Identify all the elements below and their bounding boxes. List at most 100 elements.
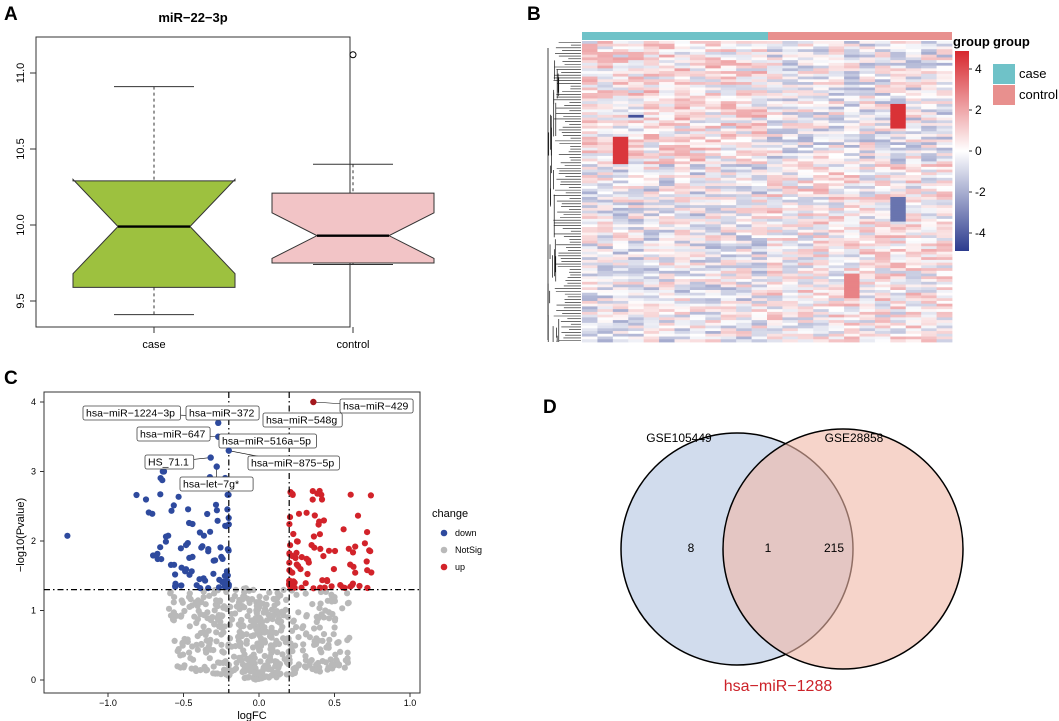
heatmap-cell [859,333,876,337]
point-notsig [263,594,270,602]
heatmap-cell [936,65,953,69]
heatmap-cell [890,240,907,244]
heatmap-cell [859,191,876,195]
point-notsig [218,641,225,648]
point-notsig [273,629,280,637]
heatmap-cell [874,153,891,157]
heatmap-cell [674,90,691,94]
heatmap-cell [782,300,799,305]
heatmap-cell [936,273,953,277]
heatmap-cell [874,284,891,288]
heatmap-cell [813,87,830,91]
point-notsig [226,621,233,629]
heatmap-cell [736,317,752,321]
heatmap-cell [767,172,783,176]
heatmap-color-scale [955,51,969,251]
heatmap-cell [612,238,629,242]
point-notsig [256,593,263,600]
heatmap-cell [921,73,937,77]
heatmap-cell [813,62,830,67]
heatmap-cell [767,273,783,277]
heatmap-cell [797,117,814,121]
heatmap-cell [720,41,737,45]
heatmap-cell [736,65,752,69]
point-notsig [325,609,332,616]
heatmap-cell [751,131,768,135]
y-tick-label: 10.5 [15,138,27,159]
heatmap-cell [720,229,737,233]
heatmap-cell [659,101,675,105]
heatmap-cell [582,221,598,225]
heatmap-cell [643,314,660,318]
heatmap-cell [674,136,691,140]
heatmap-cell [844,120,860,124]
point-down [212,501,220,508]
heatmap-cell [936,62,953,67]
heatmap-cell [921,161,937,165]
point-down [218,553,225,561]
heatmap-cell [705,112,722,116]
heatmap-cell [844,101,860,105]
point-down [223,523,230,530]
point-notsig [319,658,326,665]
heatmap-cell [859,153,876,157]
heatmap-cell [921,333,937,337]
heatmap-cell [905,232,922,236]
heatmap-cell [859,298,876,302]
heatmap-cell [813,41,830,45]
heatmap-cell [767,300,783,305]
heatmap-cell [751,164,768,168]
heatmap-cell [751,150,768,154]
heatmap-cell [921,65,937,69]
heatmap-cell [628,199,645,203]
heatmap-cell [828,273,845,277]
heatmap-cell [859,311,876,316]
heatmap-cell [767,92,783,97]
heatmap-cell [705,191,722,195]
heatmap-cell [643,229,660,233]
heatmap-cell [628,254,645,258]
heatmap-cell [705,65,722,69]
heatmap-cell [643,62,660,67]
heatmap-cell [689,106,706,110]
heatmap-cell [705,90,722,94]
heatmap-cell [905,183,922,187]
heatmap-cell [905,131,922,135]
point-notsig [333,656,340,664]
heatmap-cell [689,128,706,132]
heatmap-cell [859,134,876,138]
point-notsig [259,623,266,630]
heatmap-cell [736,125,752,129]
heatmap-cell [705,213,722,217]
heatmap-cell [751,207,768,212]
heatmap-cell [797,221,814,225]
heatmap-cell [659,196,675,201]
heatmap-cell [828,90,845,94]
heatmap-cell [905,84,922,88]
heatmap-cell [859,196,876,201]
heatmap-cell [767,205,783,209]
heatmap-cell [921,309,937,313]
heatmap-cell [828,41,845,45]
heatmap-cell [674,251,691,255]
heatmap-cell [582,128,598,132]
point-down [172,571,179,578]
heatmap-cell [813,240,830,244]
heatmap-cell [936,270,953,274]
heatmap-cell [797,333,814,337]
heatmap-cell [859,284,876,288]
heatmap-cell [582,339,598,343]
heatmap-cell [582,76,598,80]
venn-circle-gse28858 [722,428,964,670]
heatmap-cell [936,51,953,56]
point-down [210,570,217,577]
heatmap-cell [874,287,891,291]
heatmap-cell [905,292,922,296]
heatmap-cell [782,257,799,261]
heatmap-cell [597,276,614,280]
heatmap-cell [905,128,922,132]
heatmap-cell [720,199,737,203]
heatmap-cell [612,54,629,58]
heatmap-cell [782,158,799,162]
heatmap-cell [767,238,783,242]
